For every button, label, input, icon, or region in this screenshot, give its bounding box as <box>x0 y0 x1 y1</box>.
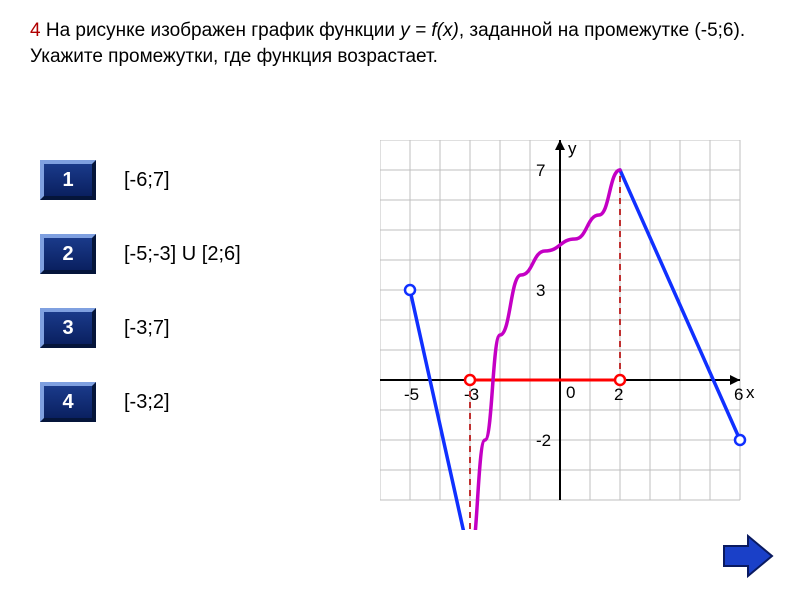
answer-num: 3 <box>62 317 73 340</box>
answers-block: 1 [-6;7] 2 [-5;-3] U [2;6] 3 [-3;7] 4 [-… <box>40 160 241 456</box>
question-formula: y = f(x) <box>400 20 459 41</box>
svg-text:-3: -3 <box>464 385 479 404</box>
answer-text: [-5;-3] U [2;6] <box>124 243 241 266</box>
question-part1: На рисунке изображен график функции <box>41 20 401 41</box>
answer-num: 4 <box>62 391 73 414</box>
answer-num: 2 <box>62 243 73 266</box>
svg-text:y: y <box>568 140 577 158</box>
answer-row: 3 [-3;7] <box>40 308 241 348</box>
svg-text:0: 0 <box>566 383 575 402</box>
question-number: 4 <box>30 20 41 41</box>
question-text: 4 На рисунке изображен график функции y … <box>0 0 800 79</box>
svg-text:x: x <box>746 383 755 402</box>
answer-button-3[interactable]: 3 <box>40 308 96 348</box>
svg-text:6: 6 <box>734 385 743 404</box>
svg-text:-2: -2 <box>536 431 551 450</box>
svg-text:3: 3 <box>536 281 545 300</box>
answer-text: [-6;7] <box>124 169 170 192</box>
arrow-right-icon <box>720 532 776 580</box>
answer-button-4[interactable]: 4 <box>40 382 96 422</box>
svg-text:-5: -5 <box>404 385 419 404</box>
answer-row: 2 [-5;-3] U [2;6] <box>40 234 241 274</box>
next-arrow-button[interactable] <box>720 532 776 580</box>
answer-button-1[interactable]: 1 <box>40 160 96 200</box>
answer-row: 1 [-6;7] <box>40 160 241 200</box>
answer-button-2[interactable]: 2 <box>40 234 96 274</box>
answer-num: 1 <box>62 169 73 192</box>
function-chart: xy0-5-32673-2-6 <box>380 140 770 535</box>
answer-text: [-3;7] <box>124 317 170 340</box>
chart-svg: xy0-5-32673-2-6 <box>380 140 770 530</box>
svg-text:2: 2 <box>614 385 623 404</box>
answer-text: [-3;2] <box>124 391 170 414</box>
answer-row: 4 [-3;2] <box>40 382 241 422</box>
svg-text:7: 7 <box>536 161 545 180</box>
